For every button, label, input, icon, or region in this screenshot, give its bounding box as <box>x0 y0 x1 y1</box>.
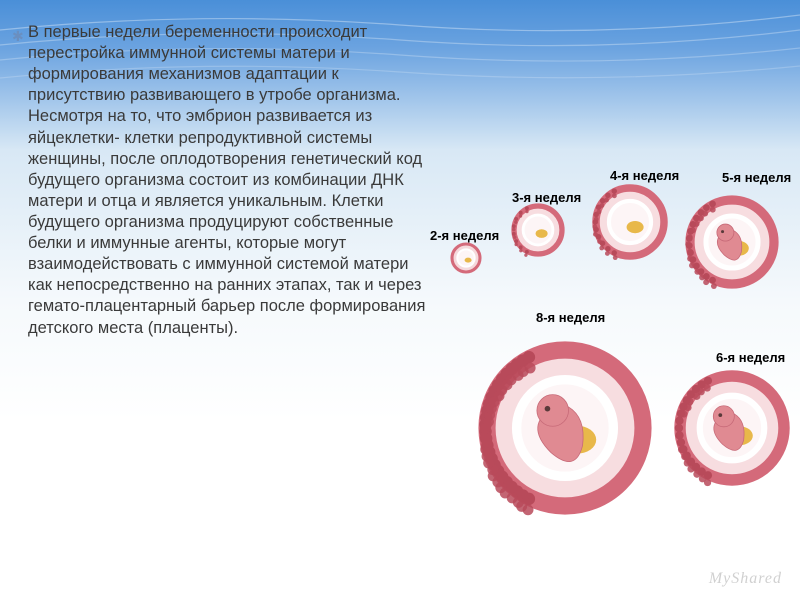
bullet-star-icon: ✱ <box>12 28 24 45</box>
embryo-w8 <box>472 335 658 560</box>
week-label-w8: 8-я неделя <box>536 310 605 325</box>
embryo-w2 <box>437 229 495 287</box>
embryo-w3 <box>499 191 577 281</box>
watermark-text: MyShared <box>709 570 782 588</box>
week-label-w5: 5-я неделя <box>722 170 791 185</box>
embryo-w6 <box>665 361 799 521</box>
embryo-development-diagram: 2-я неделя3-я неделя4-я неделя5-я неделя… <box>430 150 795 560</box>
embryo-w4 <box>581 173 679 288</box>
embryo-w5 <box>675 185 789 320</box>
slide-body-text: В первые недели беременности происходит … <box>28 22 428 339</box>
